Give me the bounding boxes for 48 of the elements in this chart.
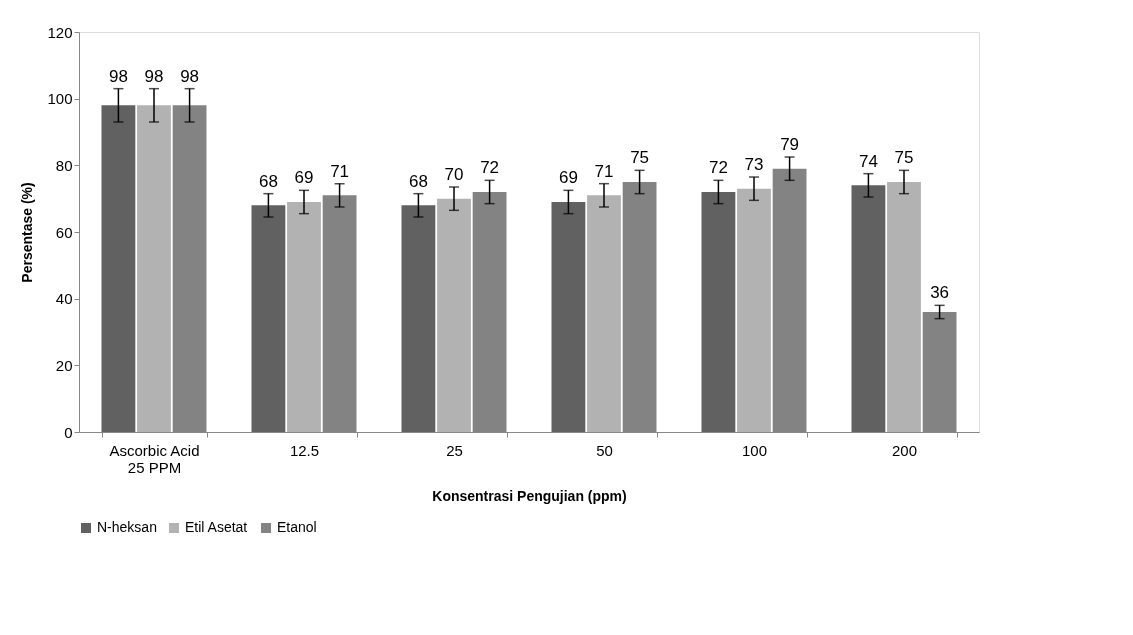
data-label: 70 — [444, 165, 464, 184]
data-label: 69 — [294, 168, 314, 188]
data-label: 71 — [330, 161, 350, 181]
bar — [251, 205, 286, 432]
data-label: 79 — [780, 135, 800, 154]
y-tick-label: 20 — [55, 356, 73, 374]
y-tick-label: 80 — [55, 156, 73, 174]
data-label: 98 — [144, 66, 164, 86]
data-label: 72 — [480, 158, 500, 178]
bar — [437, 198, 471, 432]
bar — [887, 182, 921, 432]
bar — [101, 105, 136, 432]
data-label: 75 — [630, 148, 650, 168]
y-tick-label: 60 — [55, 223, 73, 241]
x-tick-label: 100 — [741, 441, 768, 459]
y-tick-label: 40 — [55, 290, 73, 308]
y-tick-label: 100 — [47, 90, 73, 108]
x-tick-label: Ascorbic Acid 25 PPM — [109, 441, 200, 476]
bar — [287, 202, 321, 432]
bar — [401, 205, 436, 432]
y-tick-label: 0 — [64, 423, 73, 441]
data-label: 73 — [744, 155, 764, 174]
y-axis-title: Persentase (%) — [19, 182, 36, 283]
x-tick-label: 25 — [446, 441, 463, 459]
x-tick-label: 50 — [596, 441, 613, 459]
data-label: 68 — [258, 171, 278, 191]
data-label: 98 — [108, 66, 128, 86]
data-label: 68 — [408, 171, 428, 191]
legend-label: Etanol — [277, 519, 317, 535]
x-tick-label: 12.5 — [289, 441, 320, 459]
x-tick-label: 200 — [891, 441, 918, 459]
legend-label: N-heksan — [97, 519, 157, 535]
data-label: 72 — [708, 158, 728, 178]
y-tick-label: 120 — [47, 23, 73, 41]
data-label: 69 — [558, 168, 578, 188]
bar — [587, 195, 621, 432]
data-label: 71 — [594, 161, 614, 181]
bar — [851, 185, 886, 432]
bar — [737, 188, 771, 432]
bar — [551, 202, 586, 432]
data-label: 98 — [180, 66, 200, 86]
bar — [137, 105, 171, 432]
data-label: 36 — [930, 283, 950, 303]
legend-label: Etil Asetat — [185, 519, 248, 535]
bar — [701, 192, 736, 432]
data-label: 75 — [894, 148, 914, 168]
x-axis-title: Konsentrasi Pengujian (ppm) — [432, 487, 627, 504]
data-label: 74 — [858, 151, 878, 171]
